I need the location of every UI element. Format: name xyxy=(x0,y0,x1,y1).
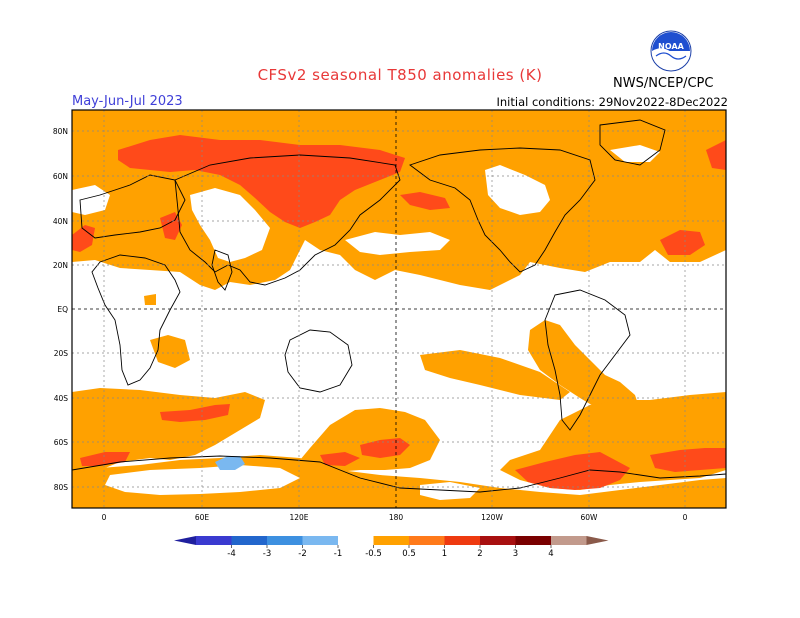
colorbar-tick-label: -3 xyxy=(263,549,271,559)
anomaly-region-weddell-red xyxy=(320,452,360,466)
lon-label: 0 xyxy=(102,513,107,522)
noaa-logo-text: NOAA xyxy=(658,42,684,51)
anomaly-region-south-indian-red xyxy=(160,404,230,422)
anomaly-region-east-antarctic-blue xyxy=(215,456,245,470)
anomaly-gap-north-america xyxy=(485,165,550,215)
colorbar-swatch xyxy=(267,536,303,545)
coastline-antarctica xyxy=(72,455,726,493)
season-label: May-Jun-Jul 2023 xyxy=(72,94,183,109)
lon-label: 0 xyxy=(683,513,688,522)
colorbar-tick-label: -1 xyxy=(334,549,342,559)
colorbar-swatch xyxy=(551,536,587,545)
lat-label: EQ xyxy=(57,305,68,314)
anomaly-region-atlantic-patch xyxy=(144,294,156,305)
lat-label: 80S xyxy=(54,483,69,492)
latitude-labels: 80N 60N 40N 20N EQ 20S 40S 60S 80S xyxy=(53,127,68,492)
anomaly-region-east-red xyxy=(660,230,705,255)
coastline-africa xyxy=(91,254,181,386)
anomaly-region-south-pacific-orange xyxy=(420,350,570,400)
anomaly-region-east-pacific-orange xyxy=(528,320,640,418)
anomaly-gap-antarctic-coast xyxy=(105,465,300,495)
anomaly-region-pacific-red xyxy=(400,192,450,210)
anomaly-region-mideast-red xyxy=(160,212,182,240)
coastline-australia xyxy=(284,329,353,393)
lat-label: 60N xyxy=(53,172,68,181)
colorbar-tick-label: 3 xyxy=(513,549,518,559)
anomaly-gap-greenland xyxy=(610,145,660,162)
anomaly-region-west-europe-red xyxy=(72,225,95,252)
lon-label: 180 xyxy=(389,513,404,522)
lat-label: 80N xyxy=(53,127,68,136)
lat-label: 60S xyxy=(54,438,69,447)
colorbar-tick-label: 4 xyxy=(548,549,553,559)
colorbar: -4 -3 -2 -1 -0.5 0.5 1 2 3 4 xyxy=(174,536,609,559)
initial-conditions-label: Initial conditions: 29Nov2022-8Dec2022 xyxy=(496,95,729,109)
colorbar-tick-label: -4 xyxy=(227,549,235,559)
agency-label: NWS/NCEP/CPC xyxy=(613,76,714,91)
map-title: CFSv2 seasonal T850 anomalies (K) xyxy=(257,66,543,84)
lon-label: 60E xyxy=(195,513,210,522)
coastline-greenland xyxy=(599,119,666,166)
anomaly-region-south-atlantic-red xyxy=(650,448,726,472)
anomaly-region-antarctic-pen-red xyxy=(515,452,630,490)
coastline-north-america xyxy=(409,147,596,273)
colorbar-swatch xyxy=(373,536,409,545)
colorbar-swatch xyxy=(409,536,445,545)
anomaly-gap-central-asia xyxy=(190,188,270,262)
anomaly-region-tasman-red xyxy=(360,438,410,458)
anomaly-region-africa-orange xyxy=(150,335,190,368)
colorbar-arrow-high xyxy=(586,536,609,545)
colorbar-arrow-low xyxy=(174,536,196,545)
anomaly-gap-atlantic xyxy=(72,185,110,215)
anomaly-region-eurasia-red xyxy=(118,135,405,228)
colorbar-tick-label: 2 xyxy=(477,549,482,559)
coastline-europe xyxy=(79,174,186,239)
anomaly-gap-antarctic-pacific xyxy=(420,482,480,500)
colorbar-tick-label: -2 xyxy=(298,549,306,559)
noaa-logo: NOAA xyxy=(650,30,692,72)
map-gridlines xyxy=(72,110,726,508)
anomaly-gap-north-pacific xyxy=(345,232,450,255)
colorbar-tick-label: 0.5 xyxy=(402,549,416,559)
colorbar-swatch xyxy=(444,536,480,545)
lat-label: 40S xyxy=(54,394,69,403)
lon-label: 120W xyxy=(481,513,503,522)
lat-label: 20S xyxy=(54,349,69,358)
coastlines xyxy=(72,119,726,493)
lat-label: 40N xyxy=(53,217,68,226)
colorbar-tick-label: 1 xyxy=(442,549,447,559)
lat-label: 20N xyxy=(53,261,68,270)
longitude-labels: 0 60E 120E 180 120W 60W 0 xyxy=(102,513,688,522)
colorbar-swatch xyxy=(231,536,267,545)
colorbar-swatch xyxy=(338,536,374,545)
colorbar-swatch xyxy=(196,536,232,545)
map-frame xyxy=(71,109,727,509)
colorbar-swatch xyxy=(480,536,516,545)
anomaly-region-arctic-east-red xyxy=(706,140,726,170)
colorbar-tick-label: -0.5 xyxy=(365,549,382,559)
lon-label: 120E xyxy=(289,513,308,522)
coastline-south-america xyxy=(544,289,631,431)
colorbar-swatch xyxy=(302,536,338,545)
colorbar-swatch xyxy=(515,536,551,545)
coastline-asia xyxy=(174,154,401,286)
lon-label: 60W xyxy=(581,513,599,522)
